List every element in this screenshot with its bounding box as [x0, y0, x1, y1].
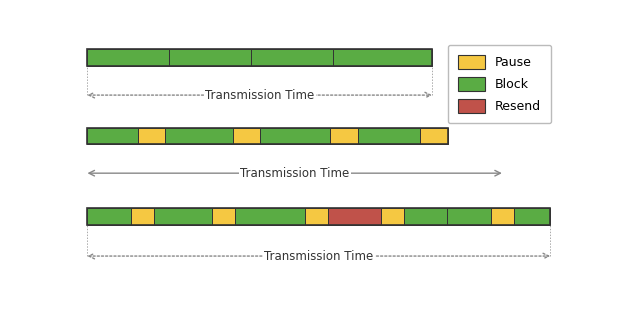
Bar — [87, 128, 138, 144]
Bar — [491, 208, 514, 225]
Text: Transmission Time: Transmission Time — [205, 89, 314, 102]
Bar — [514, 208, 550, 225]
Bar — [328, 208, 381, 225]
Bar — [169, 49, 251, 66]
Bar — [420, 128, 448, 144]
Text: Transmission Time: Transmission Time — [264, 250, 373, 263]
Bar — [211, 208, 235, 225]
Bar — [87, 49, 432, 66]
Bar — [131, 208, 154, 225]
Bar — [261, 128, 330, 144]
Bar — [333, 49, 432, 66]
Bar — [251, 49, 333, 66]
Bar — [87, 49, 169, 66]
Bar — [330, 128, 358, 144]
Legend: Pause, Block, Resend: Pause, Block, Resend — [447, 45, 551, 123]
Text: Transmission Time: Transmission Time — [240, 167, 350, 180]
Bar — [233, 128, 261, 144]
Bar — [447, 208, 491, 225]
Bar — [87, 128, 448, 144]
Bar — [381, 208, 404, 225]
Bar — [235, 208, 305, 225]
Bar — [138, 128, 165, 144]
Bar — [404, 208, 447, 225]
Bar — [87, 208, 131, 225]
Bar — [165, 128, 233, 144]
Bar — [154, 208, 211, 225]
Bar — [358, 128, 420, 144]
Bar — [305, 208, 328, 225]
Bar — [87, 208, 550, 225]
